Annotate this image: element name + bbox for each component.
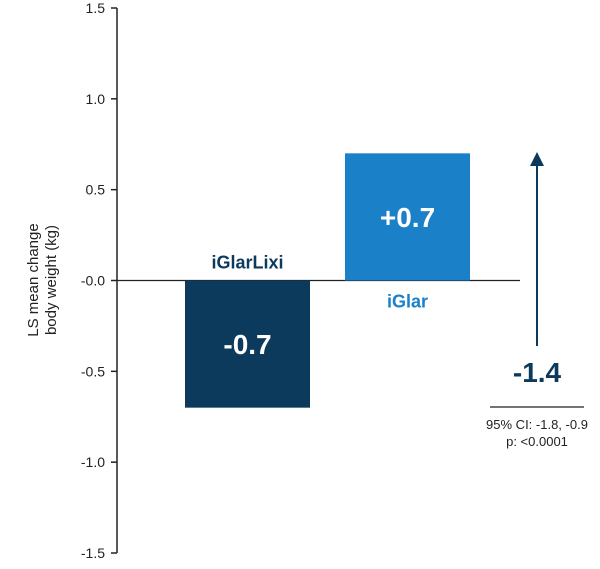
arrow-up-icon — [530, 152, 544, 166]
y-tick-label: -1.0 — [81, 454, 105, 470]
y-axis-label-line2: body weight (kg) — [43, 225, 60, 335]
bar-value-label: +0.7 — [380, 202, 435, 233]
y-tick-label: -0.0 — [81, 273, 105, 289]
category-label: iGlarLixi — [211, 253, 283, 273]
bar-value-label: -0.7 — [223, 329, 271, 360]
y-tick-label: 1.5 — [86, 0, 106, 16]
confidence-interval: 95% CI: -1.8, -0.9 — [486, 417, 588, 432]
y-tick-label: 1.0 — [86, 91, 106, 107]
category-label: iGlar — [387, 292, 428, 312]
y-tick-label: -0.5 — [81, 363, 105, 379]
p-value: p: <0.0001 — [506, 434, 568, 449]
y-tick-label: -1.5 — [81, 545, 105, 561]
y-tick-label: 0.5 — [86, 182, 106, 198]
difference-value: -1.4 — [513, 357, 562, 388]
bar-iglar — [345, 153, 470, 281]
bar-iglarlixi — [185, 280, 310, 408]
y-axis-label-line1: LS mean change — [25, 223, 42, 336]
